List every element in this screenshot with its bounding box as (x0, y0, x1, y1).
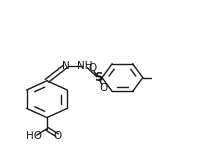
Text: NH: NH (77, 61, 92, 71)
Text: O: O (89, 63, 97, 72)
Text: HO: HO (26, 131, 42, 141)
Text: O: O (54, 131, 62, 140)
Text: O: O (99, 83, 107, 93)
Text: N: N (62, 61, 70, 71)
Text: S: S (94, 71, 102, 84)
